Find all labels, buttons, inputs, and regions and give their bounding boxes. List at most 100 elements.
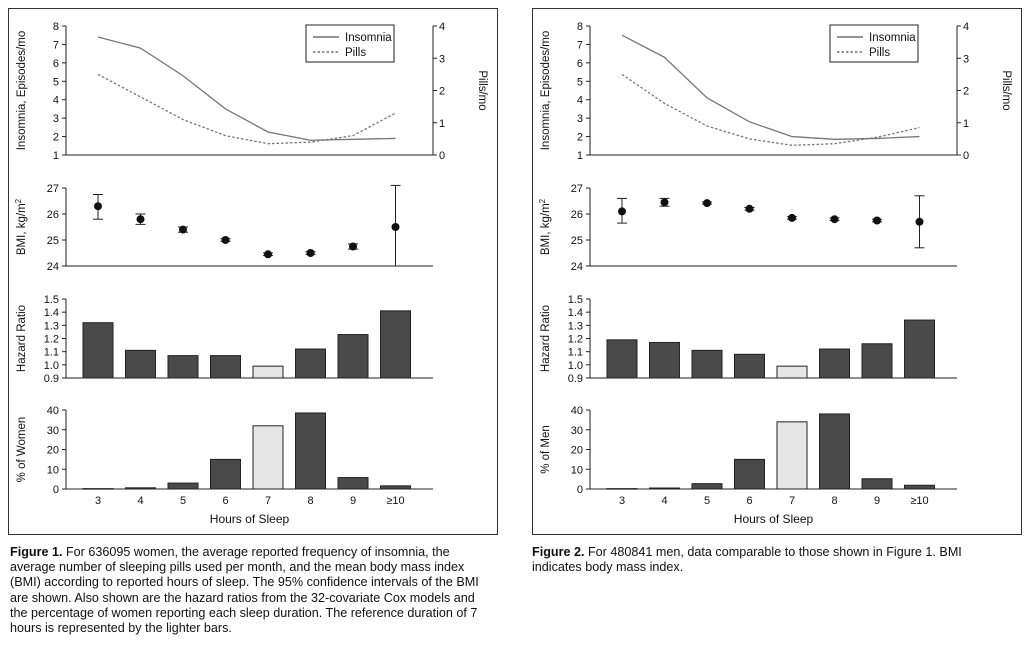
figure-2-hazard-chart-y-tick-label: 1.1	[568, 347, 583, 359]
figure-2-percent-chart-bar	[691, 483, 723, 490]
figure-2-line-chart-y-tick-label: 7	[577, 39, 583, 51]
figure-1-hazard-chart-y-label: Hazard Ratio	[16, 305, 28, 372]
figure-2-x-tick-label: 3	[619, 495, 625, 507]
figure-1-line-chart-right-tick-label: 2	[439, 86, 445, 98]
figure-1-bmi-chart-y-label-superscript: 2	[14, 198, 23, 203]
figure-1-line-chart-y-tick-label: 1	[53, 150, 59, 162]
figure-2-percent-chart-bar	[861, 478, 893, 490]
figure-2-percent-chart-bar	[606, 488, 638, 490]
figure-1-x-tick-label: 3	[95, 495, 101, 507]
figure-2-bmi-chart-point	[745, 204, 754, 213]
figure-1-bmi-chart-point	[306, 249, 315, 257]
figure-2-hazard-chart-reference-bar	[776, 365, 808, 379]
figure-2-chart: 1 2 3 4 5 6 7 8 Insomnia, Episodes/mo 0 1 2 3 4 Pills/…	[538, 21, 1012, 526]
figure-1-x-tick-label: 8	[307, 495, 313, 507]
figure-1-percent-chart-y-tick-label: 40	[47, 405, 59, 417]
figure-2-percent-chart-bar	[649, 487, 680, 490]
figure-1-percent-chart-bar	[337, 477, 369, 490]
figure-1-hazard-chart-y-tick-label: 1.4	[44, 307, 59, 319]
figure-2-bmi-chart-y-label: BMI, kg/m2	[538, 198, 552, 255]
figure-2-line-chart-legend-label-insomnia: Insomnia	[869, 32, 916, 44]
figure-2-bmi-chart-y-tick-label: 24	[571, 261, 583, 273]
figure-2-bmi-chart-point	[788, 213, 796, 222]
figure-1-hazard-chart-bar	[125, 349, 156, 379]
figure-2-x-tick-label: 9	[874, 495, 880, 507]
figure-2-percent-chart-bar	[734, 458, 765, 490]
figure-1-hazard-chart-bar	[210, 355, 241, 379]
figure-2-percent-chart-y-tick-label: 20	[571, 445, 583, 457]
figure-2-line-chart-y-tick-label: 2	[577, 132, 583, 144]
figure-2-x-tick-label: 5	[704, 495, 710, 507]
figure-2-hazard-chart-y-tick-label: 0.9	[568, 373, 583, 385]
figure-2-hazard-chart-bar	[861, 343, 893, 379]
figure-2-line-chart-right-tick-label: 0	[963, 150, 969, 162]
figure-1-x-tick-label: 7	[265, 495, 271, 507]
figure-2-hazard-chart-y-tick-label: 1.4	[568, 307, 583, 319]
figure-2-x-tick-label: ≥10	[910, 495, 928, 507]
figure-1-percent-chart-reference-bar	[252, 425, 284, 490]
figure-2-line-chart-y-tick-label: 6	[577, 58, 583, 70]
figure-2-percent-chart-y-tick-label: 30	[571, 425, 583, 437]
figure-2-x-tick-label: 4	[661, 495, 667, 507]
figure-1-x-axis-label: Hours of Sleep	[210, 512, 290, 526]
figure-1-bmi-chart-point	[179, 225, 187, 234]
figure-2-hazard-chart-bar	[819, 348, 850, 379]
figure-1-line-chart-right-label: Pills/mo	[476, 70, 488, 110]
figure-2-hazard-chart-bar	[904, 319, 935, 379]
figure-2-line-chart-y-tick-label: 3	[577, 113, 583, 125]
figure-2-bmi-chart-point	[618, 207, 626, 216]
figure-2-hazard-chart-y-tick-label: 1.3	[568, 320, 583, 332]
figure-1-caption-label: Figure 1.	[10, 545, 63, 559]
figure-1-line-chart-y-tick-label: 7	[53, 39, 59, 51]
figure-1-hazard-chart-bar	[295, 348, 326, 379]
figure-1-chart: 1 2 3 4 5 6 7 8 Insomnia, Episodes/mo 0 1 2 3 4 Pills/…	[14, 21, 488, 526]
figure-1-line-chart-legend-label-insomnia: Insomnia	[345, 32, 392, 44]
figure-1-percent-chart-bar	[125, 487, 156, 490]
figure-1-x-tick-label: ≥10	[386, 495, 404, 507]
figure-1-line-chart-series-insomnia-line	[97, 36, 396, 141]
figure-1-hazard-chart-y-tick-label: 0.9	[44, 373, 59, 385]
figure-2-line-chart-y-tick-label: 5	[577, 76, 583, 88]
figure-1-hazard-chart-y-tick-label: 1.1	[44, 347, 59, 359]
figure-1-x-tick-label: 6	[222, 495, 228, 507]
figure-2-percent-chart-bar	[819, 413, 850, 490]
figure-1-percent-chart-bar	[82, 488, 114, 490]
figure-2-line-chart-series-pills-line	[621, 73, 920, 146]
figure-1-line-chart-right-tick-label: 0	[439, 150, 445, 162]
figure-2-x-tick-label: 7	[789, 495, 795, 507]
figure-1-bmi-chart-y-tick-label: 27	[47, 183, 59, 195]
figure-2-caption-text: For 480841 men, data comparable to those…	[532, 545, 962, 575]
figure-2-hazard-chart-bar	[734, 353, 765, 379]
figure-1-hazard-chart-y-tick-label: 1.2	[44, 334, 59, 346]
figure-2-hazard-chart-bar	[691, 349, 723, 379]
figure-1-bmi-chart-point	[349, 242, 357, 251]
figure-2-hazard-chart-y-tick-label: 1.0	[568, 360, 583, 372]
figure-2-caption: Figure 2. For 480841 men, data comparabl…	[532, 545, 1002, 575]
figure-1-line-chart-y-tick-label: 2	[53, 132, 59, 144]
figure-1-percent-chart-bar	[167, 482, 199, 490]
figure-2-line-chart-right-label: Pills/mo	[1000, 70, 1012, 110]
figure-1-line-chart-y-tick-label: 3	[53, 113, 59, 125]
figure-1-percent-chart-y-tick-label: 30	[47, 425, 59, 437]
figure-2-bmi-chart-point	[703, 199, 711, 208]
figure-2-percent-chart-y-tick-label: 40	[571, 405, 583, 417]
figure-1-percent-chart-y-tick-label: 20	[47, 445, 59, 457]
figure-1-bmi-chart-y-label: BMI, kg/m2	[14, 198, 28, 255]
figure-1-bmi-chart-point	[136, 215, 145, 224]
figure-1-bmi-chart-point	[94, 202, 102, 211]
figure-2-hazard-chart-bar	[649, 341, 680, 379]
figure-1-line-chart-y-label: Insomnia, Episodes/mo	[16, 31, 28, 151]
figure-1-x-tick-label: 4	[137, 495, 143, 507]
figure-2-x-tick-label: 8	[831, 495, 837, 507]
figure-2-percent-chart-y-tick-label: 0	[577, 484, 583, 496]
figure-2-x-tick-label: 6	[746, 495, 752, 507]
figure-1-line-chart-y-tick-label: 5	[53, 76, 59, 88]
figure-2-bmi-chart-y-label-superscript: 2	[538, 198, 547, 203]
figure-2-line-chart-y-label: Insomnia, Episodes/mo	[540, 31, 552, 151]
figure-2-line-chart-legend	[829, 24, 919, 63]
figure-1-panel: 1 2 3 4 5 6 7 8 Insomnia, Episodes/mo 0 1 2 3 4 Pills/…	[8, 8, 498, 535]
figure-1-bmi-chart-y-tick-label: 25	[47, 235, 59, 247]
figure-2-line-chart-y-tick-label: 4	[577, 95, 583, 107]
figure-2-line-chart-right-tick-label: 1	[963, 118, 969, 130]
figure-1-bmi-chart-y-tick-label: 26	[47, 209, 59, 221]
